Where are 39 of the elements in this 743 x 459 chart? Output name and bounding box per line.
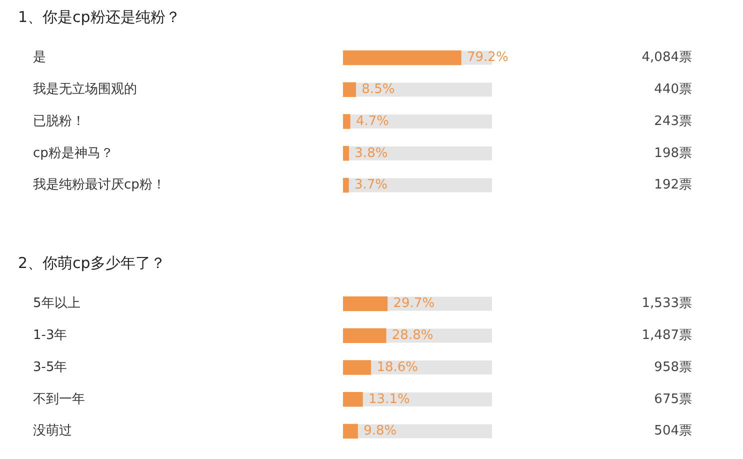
bar [343, 424, 358, 439]
text: 1、你是cp粉还是纯粉？ [18, 8, 180, 27]
y-tick-label: 我是无立场围观的 [33, 80, 137, 97]
y-tick-label: 已脱粉！ [33, 114, 85, 129]
text: 192票 [654, 178, 692, 193]
y-tick-label: cp粉是神马？ [33, 146, 114, 161]
text: 1,533票 [642, 296, 692, 312]
y-tick-label: 3-5年 [33, 360, 68, 375]
text: 504票 [654, 424, 692, 439]
text: 243票 [654, 114, 692, 129]
data-label: 4.7% [356, 114, 390, 129]
bar [343, 178, 349, 193]
y-tick-label: 没萌过 [33, 424, 72, 439]
bar [343, 114, 350, 129]
text: 958票 [654, 360, 692, 375]
data-label: 9.8% [364, 424, 397, 439]
text: 440票 [654, 82, 692, 97]
data-label: 3.7% [354, 178, 388, 193]
y-tick-label: 1-3年 [33, 328, 68, 343]
bar [343, 82, 356, 97]
text: 675票 [654, 392, 692, 407]
bar [343, 360, 372, 375]
text: 1,487票 [642, 328, 692, 343]
y-tick-label: 5年以上 [33, 296, 80, 312]
bar [343, 392, 363, 407]
data-label: 79.2% [467, 50, 508, 66]
data-label: 29.7% [393, 296, 435, 312]
data-label: 28.8% [392, 328, 434, 343]
data-label: 3.8% [354, 146, 388, 161]
data-label: 13.1% [368, 392, 410, 407]
y-tick-label: 我是纯粉最讨厌cp粉！ [33, 178, 166, 193]
y-tick-label: 不到一年 [33, 392, 85, 407]
data-label: 18.6% [376, 360, 418, 375]
text: 198票 [654, 146, 692, 161]
data-label: 8.5% [362, 82, 395, 97]
text: 2、你萌cp多少年了？ [18, 254, 166, 273]
bar [343, 146, 349, 161]
y-tick-label: 是 [33, 50, 46, 66]
text: 4,084票 [642, 50, 692, 66]
